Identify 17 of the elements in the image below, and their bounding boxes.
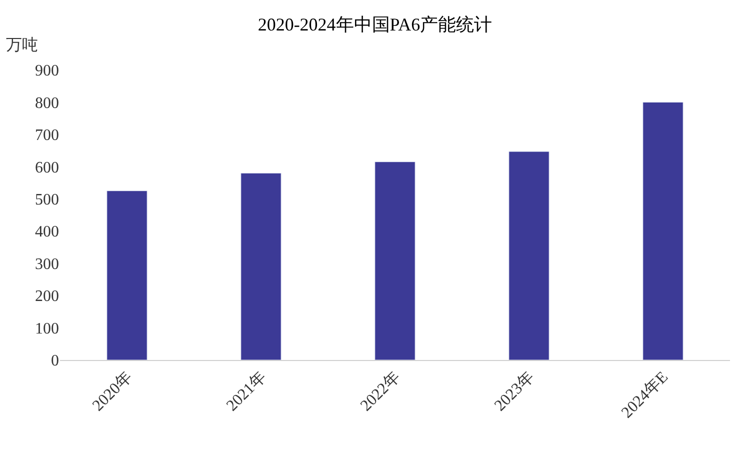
y-tick-label: 300 bbox=[35, 256, 59, 273]
y-tick-label: 700 bbox=[35, 127, 59, 144]
y-axis-title: 万吨 bbox=[6, 36, 38, 54]
bar bbox=[240, 172, 282, 360]
y-tick-label: 900 bbox=[35, 62, 59, 80]
bar bbox=[642, 102, 684, 360]
y-tick-label: 500 bbox=[35, 191, 59, 208]
chart-title: 2020-2024年中国PA6产能统计 bbox=[258, 14, 492, 35]
bar bbox=[508, 151, 550, 360]
y-tick-label: 0 bbox=[51, 352, 59, 370]
y-tick-label: 200 bbox=[35, 288, 59, 306]
bar bbox=[106, 190, 148, 360]
y-tick-label: 600 bbox=[35, 159, 59, 176]
y-tick-label: 100 bbox=[35, 320, 59, 338]
y-tick-label: 400 bbox=[35, 224, 59, 241]
bar bbox=[374, 162, 416, 360]
y-tick-label: 800 bbox=[35, 94, 59, 112]
